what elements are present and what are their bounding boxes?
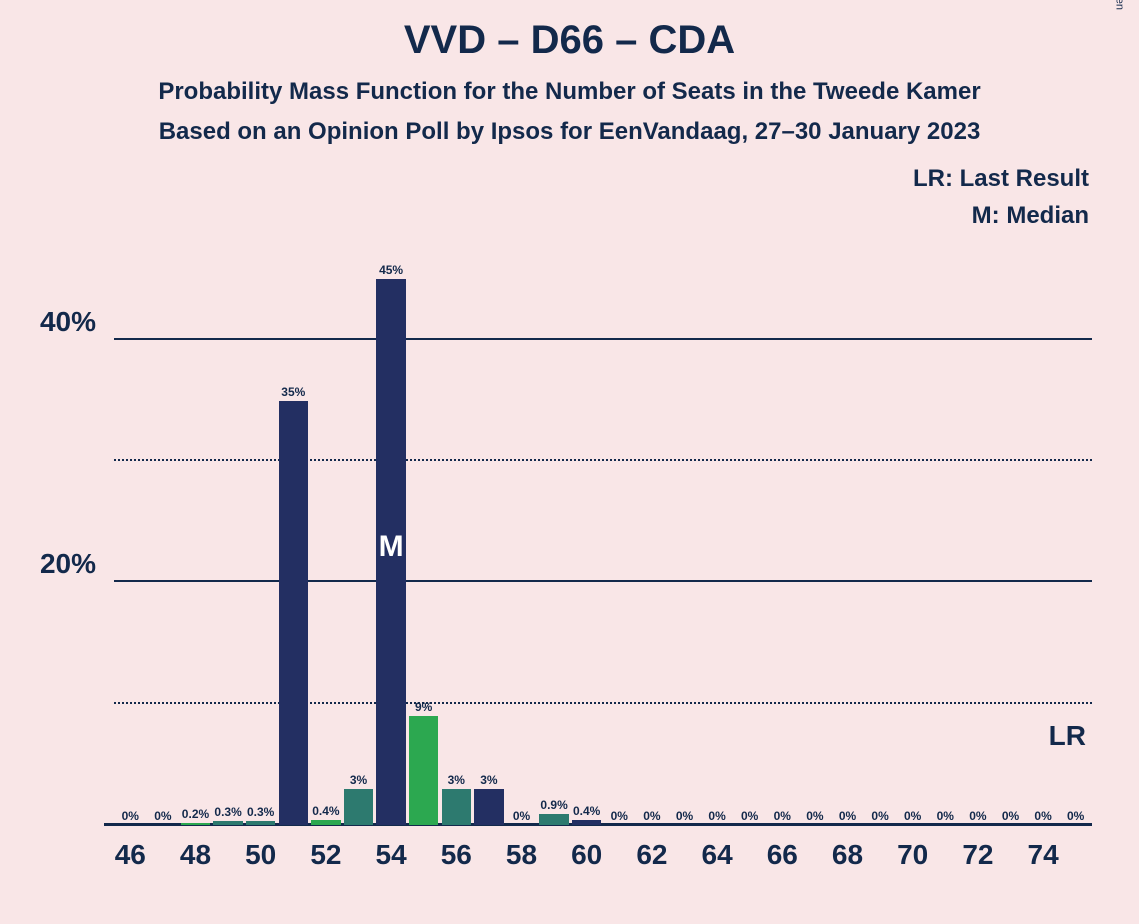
bar: 0.9% <box>539 814 568 825</box>
x-tick-label: 56 <box>441 839 472 871</box>
x-tick-label: 54 <box>376 839 407 871</box>
bar-value-label: 45% <box>379 263 403 277</box>
x-tick-label: 52 <box>310 839 341 871</box>
x-tick-label: 70 <box>897 839 928 871</box>
bar-value-label: 3% <box>448 773 465 787</box>
x-tick-label: 74 <box>1028 839 1059 871</box>
bar: 9% <box>409 716 438 825</box>
bar-value-label: 0.3% <box>247 805 274 819</box>
bar-value-label: 0.3% <box>214 805 241 819</box>
plot-area: LR 20%40%4648505254565860626466687072740… <box>114 255 1092 825</box>
chart-stage: VVD – D66 – CDA Probability Mass Functio… <box>0 0 1139 924</box>
bar: 35% <box>279 401 308 825</box>
bar-value-label: 0% <box>937 809 954 823</box>
bar-value-label: 0% <box>1067 809 1084 823</box>
bar: 45%M <box>376 279 405 825</box>
bar-value-label: 0% <box>871 809 888 823</box>
x-tick-label: 68 <box>832 839 863 871</box>
bar-value-label: 0% <box>122 809 139 823</box>
x-tick-label: 60 <box>571 839 602 871</box>
bar-value-label: 0% <box>774 809 791 823</box>
bar: 3% <box>442 789 471 825</box>
bar-value-label: 0.2% <box>182 807 209 821</box>
bar-value-label: 0% <box>839 809 856 823</box>
bar-value-label: 0% <box>741 809 758 823</box>
bar: 0.3% <box>246 821 275 825</box>
copyright-label: © 2023 Filip van Laenen <box>1113 0 1125 10</box>
bar: 0.4% <box>572 820 601 825</box>
x-tick-label: 48 <box>180 839 211 871</box>
legend-lr: LR: Last Result <box>913 165 1089 193</box>
gridline <box>114 338 1092 340</box>
bar-value-label: 0% <box>676 809 693 823</box>
chart-subtitle-1: Probability Mass Function for the Number… <box>0 78 1139 106</box>
bar: 0.4% <box>311 820 340 825</box>
x-tick-label: 62 <box>636 839 667 871</box>
gridline <box>114 580 1092 582</box>
x-tick-label: 58 <box>506 839 537 871</box>
bar-value-label: 0% <box>611 809 628 823</box>
gridline <box>114 459 1092 461</box>
bar-value-label: 0% <box>1002 809 1019 823</box>
bar-value-label: 0.4% <box>573 804 600 818</box>
bar-value-label: 0.4% <box>312 804 339 818</box>
bar-value-label: 0% <box>708 809 725 823</box>
bar-value-label: 0% <box>154 809 171 823</box>
bar-value-label: 9% <box>415 700 432 714</box>
bar-value-label: 0.9% <box>540 798 567 812</box>
bar: 0.3% <box>213 821 242 825</box>
gridline <box>114 702 1092 704</box>
bar-value-label: 0% <box>904 809 921 823</box>
bar-value-label: 0% <box>969 809 986 823</box>
x-tick-label: 66 <box>767 839 798 871</box>
x-tick-label: 50 <box>245 839 276 871</box>
chart-subtitle-2: Based on an Opinion Poll by Ipsos for Ee… <box>0 118 1139 146</box>
lr-mark: LR <box>1049 720 1086 752</box>
bar-value-label: 0% <box>1034 809 1051 823</box>
x-tick-label: 72 <box>962 839 993 871</box>
bar-value-label: 0% <box>643 809 660 823</box>
bar-value-label: 0% <box>513 809 530 823</box>
bar: 3% <box>474 789 503 825</box>
y-tick-label: 20% <box>40 548 96 580</box>
bar: 3% <box>344 789 373 825</box>
bar-value-label: 3% <box>480 773 497 787</box>
bar: 0.2% <box>181 823 210 825</box>
median-mark: M <box>379 530 404 564</box>
y-tick-label: 40% <box>40 306 96 338</box>
legend-m: M: Median <box>972 202 1089 230</box>
x-tick-label: 46 <box>115 839 146 871</box>
bar-value-label: 35% <box>281 385 305 399</box>
bar-value-label: 3% <box>350 773 367 787</box>
x-tick-label: 64 <box>702 839 733 871</box>
bar-value-label: 0% <box>806 809 823 823</box>
chart-title: VVD – D66 – CDA <box>0 18 1139 63</box>
